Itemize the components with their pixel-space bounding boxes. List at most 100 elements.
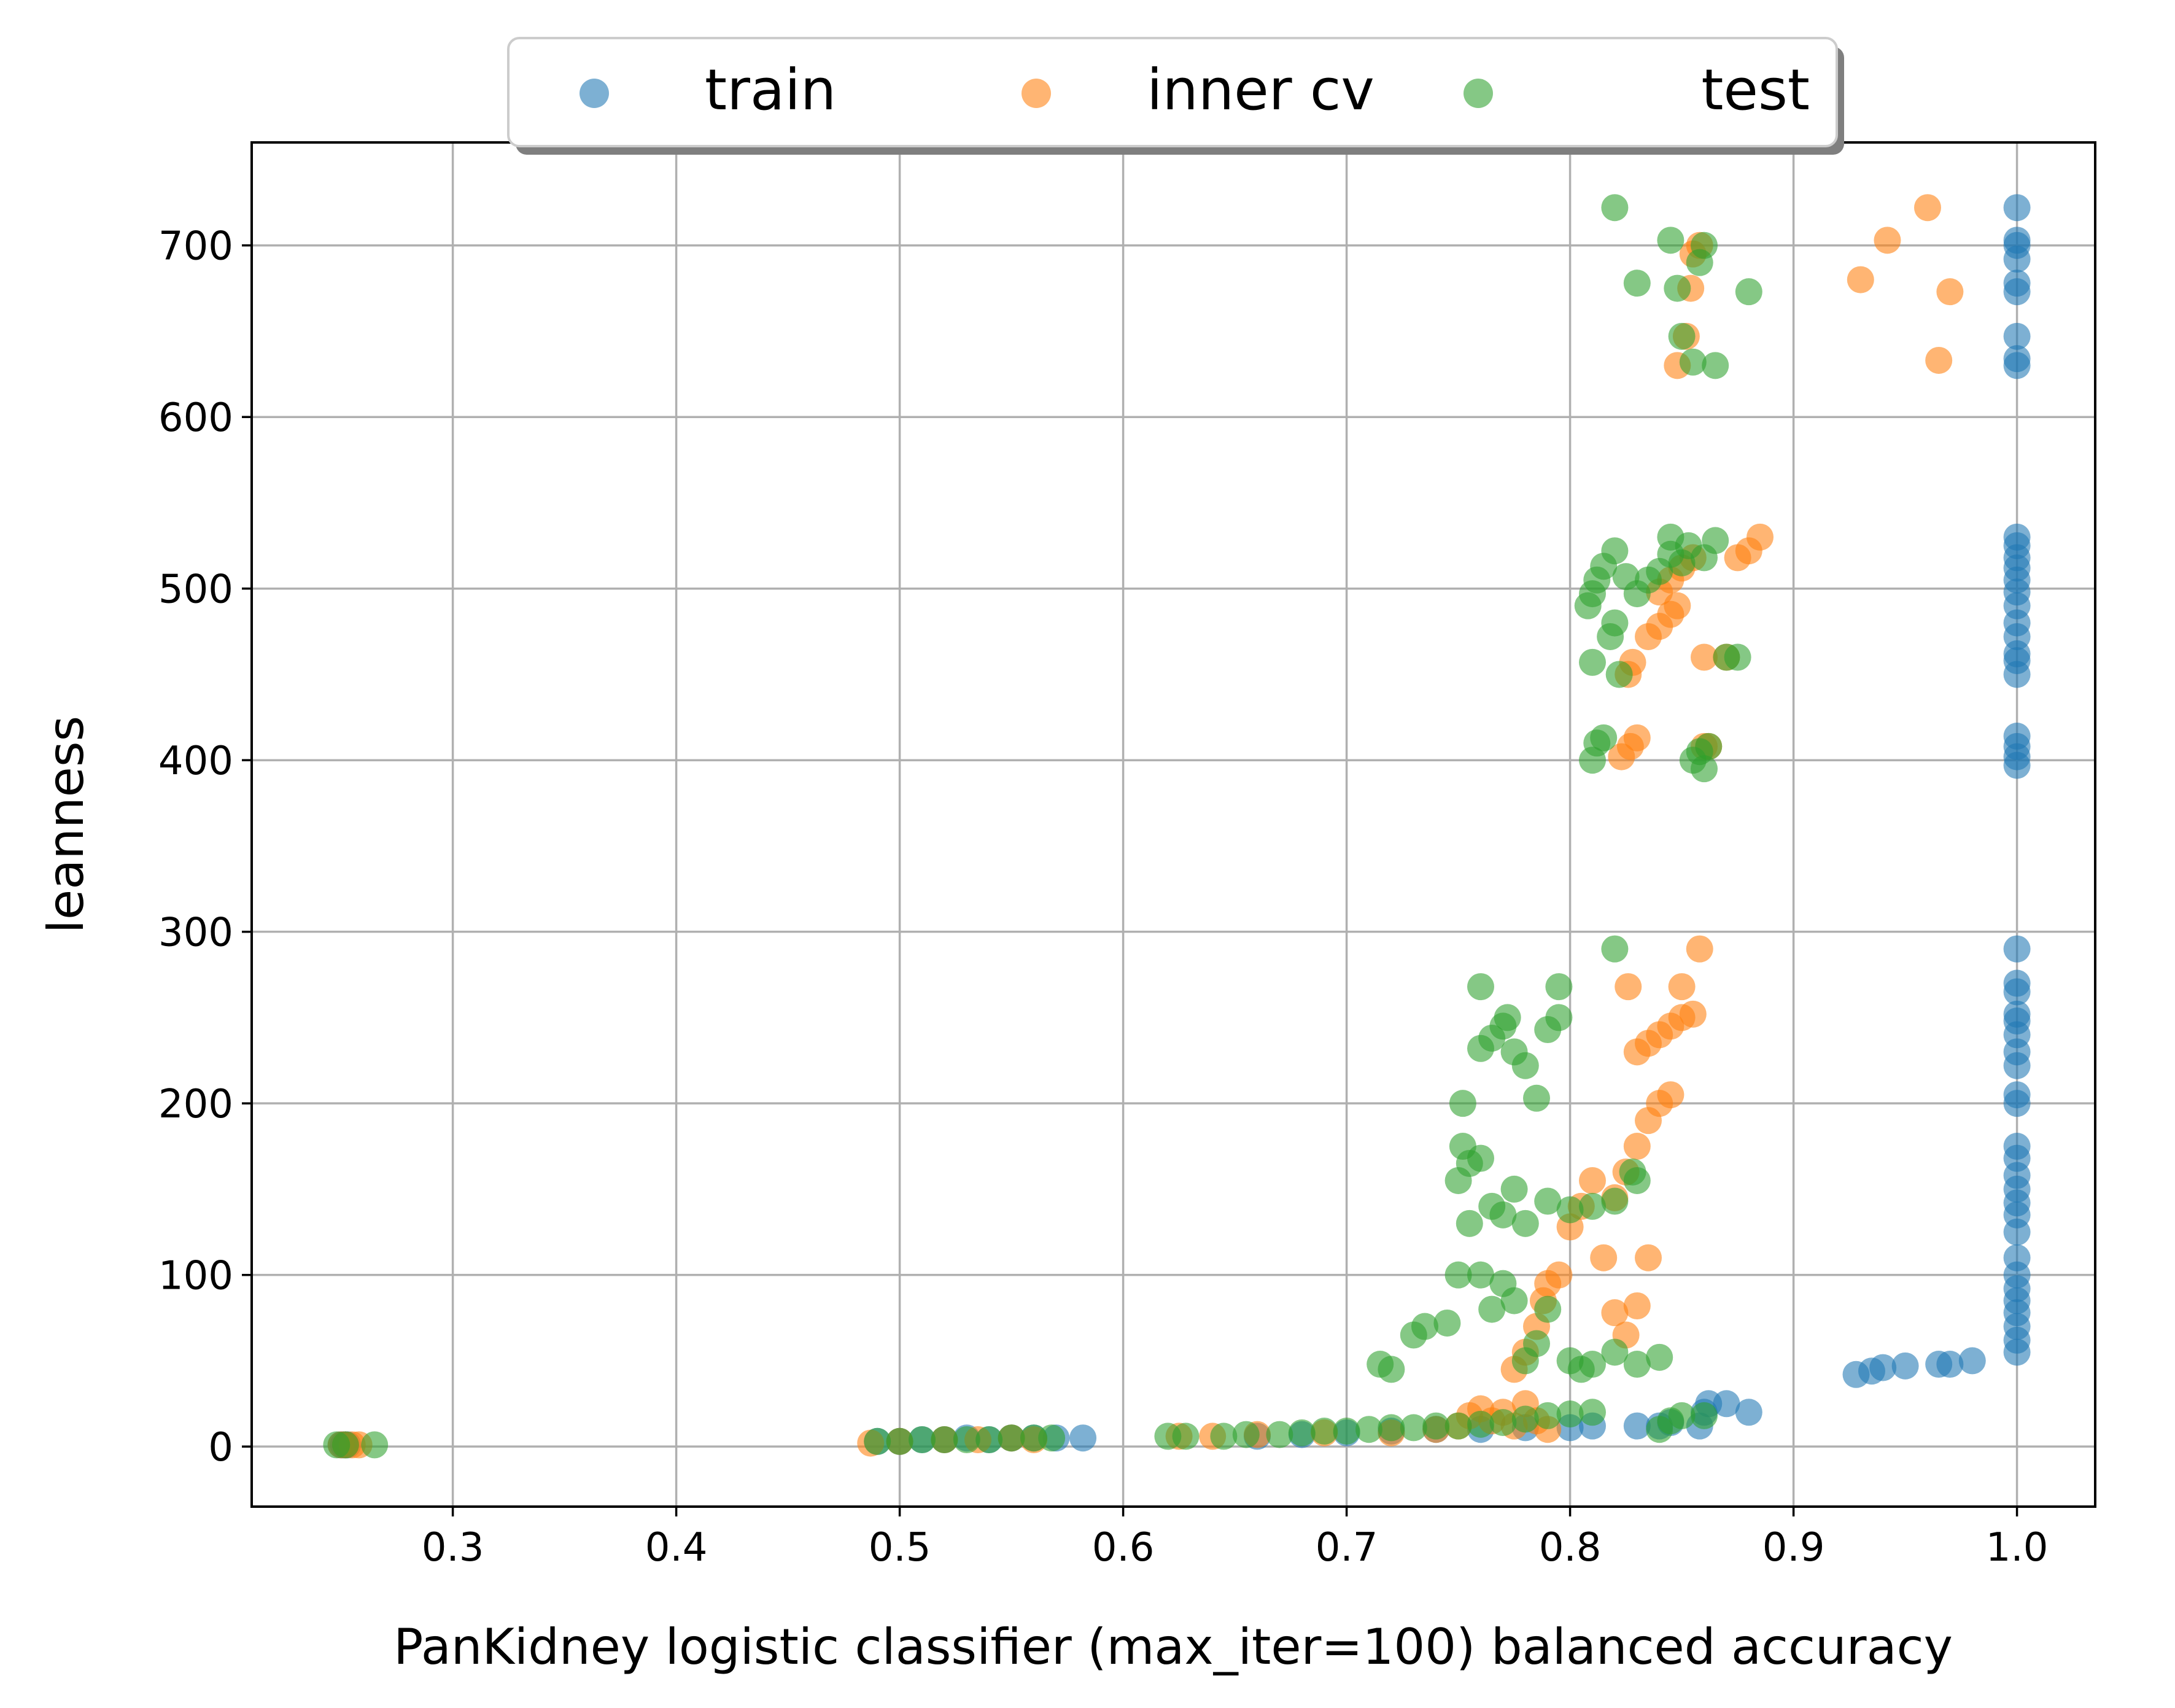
data-point xyxy=(1467,1410,1494,1438)
data-point xyxy=(1422,1412,1450,1440)
data-point xyxy=(1579,1166,1606,1194)
data-point xyxy=(2003,1000,2031,1028)
data-points xyxy=(323,194,2031,1459)
data-point xyxy=(1601,935,1629,963)
data-point xyxy=(1534,1187,1562,1215)
data-point xyxy=(2003,345,2031,373)
data-point xyxy=(1735,278,1762,306)
y-tick-label: 400 xyxy=(158,739,233,784)
data-point xyxy=(1695,732,1723,760)
data-point xyxy=(1511,1209,1539,1237)
data-point xyxy=(1545,1004,1573,1031)
data-point xyxy=(1378,1414,1405,1442)
y-tick-label: 500 xyxy=(158,567,233,613)
data-point xyxy=(1467,1261,1494,1289)
data-point xyxy=(2003,1133,2031,1160)
data-point xyxy=(1069,1424,1097,1452)
data-point xyxy=(931,1426,958,1453)
legend-marker xyxy=(1022,79,1051,108)
data-point xyxy=(1456,1209,1483,1237)
data-point xyxy=(1590,724,1618,751)
data-point xyxy=(1702,352,1729,379)
data-point xyxy=(361,1431,389,1459)
data-point xyxy=(1679,1000,1707,1028)
y-tick-label: 600 xyxy=(158,395,233,441)
data-point xyxy=(998,1424,1025,1452)
data-point xyxy=(2003,935,2031,963)
data-point xyxy=(1590,1244,1618,1271)
data-point xyxy=(1444,1261,1472,1289)
data-point xyxy=(1747,523,1774,551)
data-point xyxy=(1601,194,1629,222)
data-point xyxy=(1172,1423,1200,1450)
data-point xyxy=(1668,973,1696,1001)
data-point xyxy=(1874,227,1901,254)
legend-label: train xyxy=(705,57,836,123)
data-point xyxy=(1511,1405,1539,1433)
legend-label: test xyxy=(1701,57,1810,123)
data-point xyxy=(1210,1423,1238,1450)
data-point xyxy=(2003,523,2031,551)
y-tick-label: 0 xyxy=(208,1425,233,1470)
x-tick-label: 1.0 xyxy=(1986,1525,2049,1570)
data-point xyxy=(1623,1412,1651,1440)
data-point xyxy=(1635,1244,1662,1271)
data-point xyxy=(331,1431,359,1459)
axis-ticks: 0.3 0.4 0.5 0.6 0.7 0.8 0.9 1.0 0 100 200 300 400 500… xyxy=(158,224,2049,1570)
data-point xyxy=(1311,1418,1338,1445)
data-point xyxy=(2003,194,2031,222)
x-tick-label: 0.3 xyxy=(422,1525,484,1570)
data-point xyxy=(1936,278,1964,306)
data-point xyxy=(1266,1421,1293,1448)
data-point xyxy=(1494,1004,1521,1031)
data-point xyxy=(1623,1292,1651,1319)
data-point xyxy=(1601,1299,1629,1327)
data-point xyxy=(1605,661,1633,688)
data-point xyxy=(1579,1351,1606,1378)
data-point xyxy=(1691,755,1718,783)
data-point xyxy=(1847,266,1874,293)
y-tick-label: 700 xyxy=(158,224,233,270)
y-tick-label: 200 xyxy=(158,1082,233,1127)
data-point xyxy=(1467,973,1494,1001)
x-tick-label: 0.5 xyxy=(869,1525,931,1570)
data-point xyxy=(1668,1402,1696,1429)
data-point xyxy=(2003,1244,2031,1271)
data-point xyxy=(1664,274,1691,302)
data-point xyxy=(1545,973,1573,1001)
data-point xyxy=(909,1426,936,1453)
data-point xyxy=(1288,1419,1316,1446)
data-point xyxy=(1936,1351,1964,1378)
data-point xyxy=(1914,194,1941,222)
data-point xyxy=(2003,723,2031,750)
data-point xyxy=(1869,1354,1897,1381)
data-point xyxy=(1038,1424,1066,1452)
series-test xyxy=(323,194,1762,1459)
x-axis-title: PanKidney logistic classifier (max_iter=… xyxy=(394,1618,1953,1675)
data-point xyxy=(1623,1133,1651,1160)
legend-marker xyxy=(580,79,609,108)
data-point xyxy=(1534,1295,1562,1323)
legend-marker xyxy=(1464,79,1493,108)
data-point xyxy=(1523,1330,1550,1357)
data-point xyxy=(975,1426,1003,1453)
x-tick-label: 0.9 xyxy=(1762,1525,1825,1570)
data-point xyxy=(1534,1402,1562,1429)
data-point xyxy=(2003,270,2031,297)
data-point xyxy=(1489,1201,1517,1229)
data-point xyxy=(1646,1343,1673,1371)
data-point xyxy=(1657,227,1685,254)
data-point xyxy=(1958,1347,1986,1375)
data-point xyxy=(1478,1295,1506,1323)
data-point xyxy=(1657,1081,1685,1109)
data-point xyxy=(1891,1352,1919,1380)
legend-box xyxy=(507,37,1838,147)
data-point xyxy=(1444,1412,1472,1440)
data-point xyxy=(1511,1052,1539,1079)
data-point xyxy=(1691,1402,1718,1429)
data-point xyxy=(1579,1192,1606,1220)
data-point xyxy=(2003,322,2031,350)
data-point xyxy=(1523,1084,1550,1112)
data-point xyxy=(1713,1390,1740,1418)
